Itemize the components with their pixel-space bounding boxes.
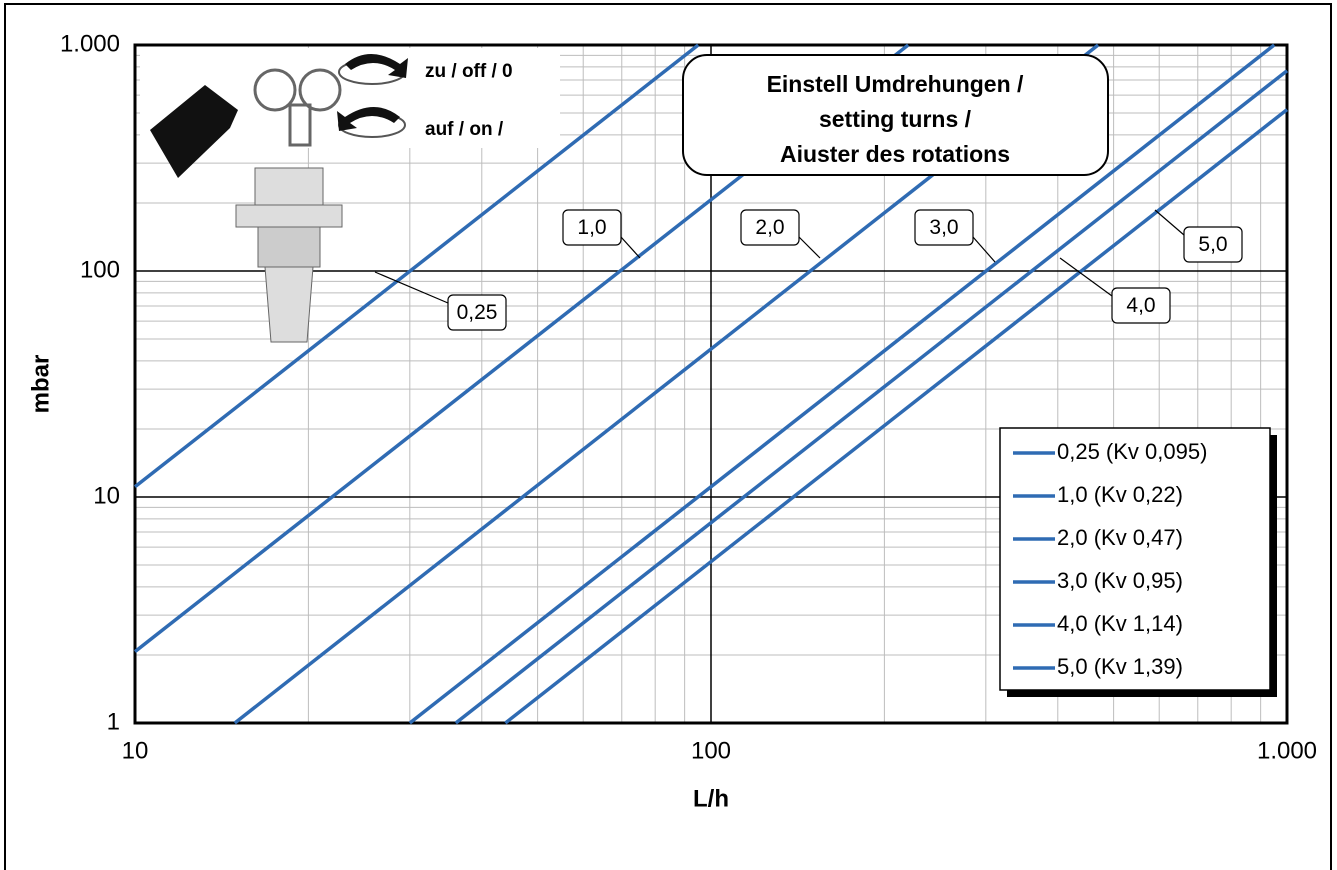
legend-label: 0,25 (Kv 0,095): [1057, 439, 1207, 464]
y-tick-label: 10: [93, 482, 120, 509]
annotation-leader: [798, 236, 821, 259]
icon-label: zu / off / 0: [425, 61, 513, 82]
overlays: zu / off / 0 auf / on / Einstell Umdrehu…: [140, 48, 1277, 697]
series-line: [408, 43, 1276, 725]
y-tick-label: 1.000: [60, 30, 120, 57]
annotation-box: [914, 209, 974, 246]
legend-label: 2,0 (Kv 0,47): [1057, 525, 1183, 550]
annotation-box: [1183, 226, 1243, 263]
series-line: [454, 69, 1289, 725]
legend-label: 1,0 (Kv 0,22): [1057, 482, 1183, 507]
annotation: 3,0: [929, 216, 958, 239]
legend-label: 5,0 (Kv 1,39): [1057, 654, 1183, 679]
annotation-leader: [1154, 209, 1185, 236]
chart-title: setting turns /: [819, 106, 972, 132]
annotation: 5,0: [1198, 233, 1227, 256]
arrow-on: [337, 107, 400, 131]
valve-thread: [257, 226, 321, 268]
annotation-box: [562, 209, 622, 246]
legend-label: 3,0 (Kv 0,95): [1057, 568, 1183, 593]
y-tick-label: 100: [80, 256, 120, 283]
annotation-box: [447, 294, 507, 331]
annotation-leader: [972, 236, 996, 263]
title-box: [682, 54, 1109, 176]
legend-label: 4,0 (Kv 1,14): [1057, 611, 1183, 636]
annotation: 0,25: [457, 301, 498, 324]
annotation-leader: [374, 271, 449, 304]
legend: [999, 427, 1271, 691]
plot-border: [133, 43, 1289, 725]
y-axis-label: mbar: [27, 355, 54, 414]
annotation: 2,0: [755, 216, 784, 239]
icon-label: auf / on /: [425, 119, 504, 140]
annotation: 4,0: [1126, 294, 1155, 317]
x-tick-label: 10: [122, 737, 149, 764]
arrow-off: [345, 54, 408, 78]
x-axis-label: L/h: [693, 785, 729, 812]
annotation-leader: [620, 236, 641, 259]
annotation-box: [740, 209, 800, 246]
chart-title: Aiuster des rotations: [780, 141, 1010, 167]
series-line: [133, 43, 700, 489]
valve-head: [254, 167, 324, 209]
annotation-box: [1111, 287, 1171, 324]
annotation: 1,0: [577, 216, 606, 239]
x-tick-label: 100: [691, 737, 731, 764]
valve-tip: [264, 266, 314, 343]
key-icon: [253, 68, 342, 147]
y-tick-label: 1: [107, 708, 120, 735]
cap-icon: [150, 85, 238, 178]
valve-nut: [235, 204, 343, 228]
annotation-leader: [1059, 257, 1113, 297]
x-tick-label: 1.000: [1257, 737, 1317, 764]
chart-title: Einstell Umdrehungen /: [767, 71, 1024, 97]
